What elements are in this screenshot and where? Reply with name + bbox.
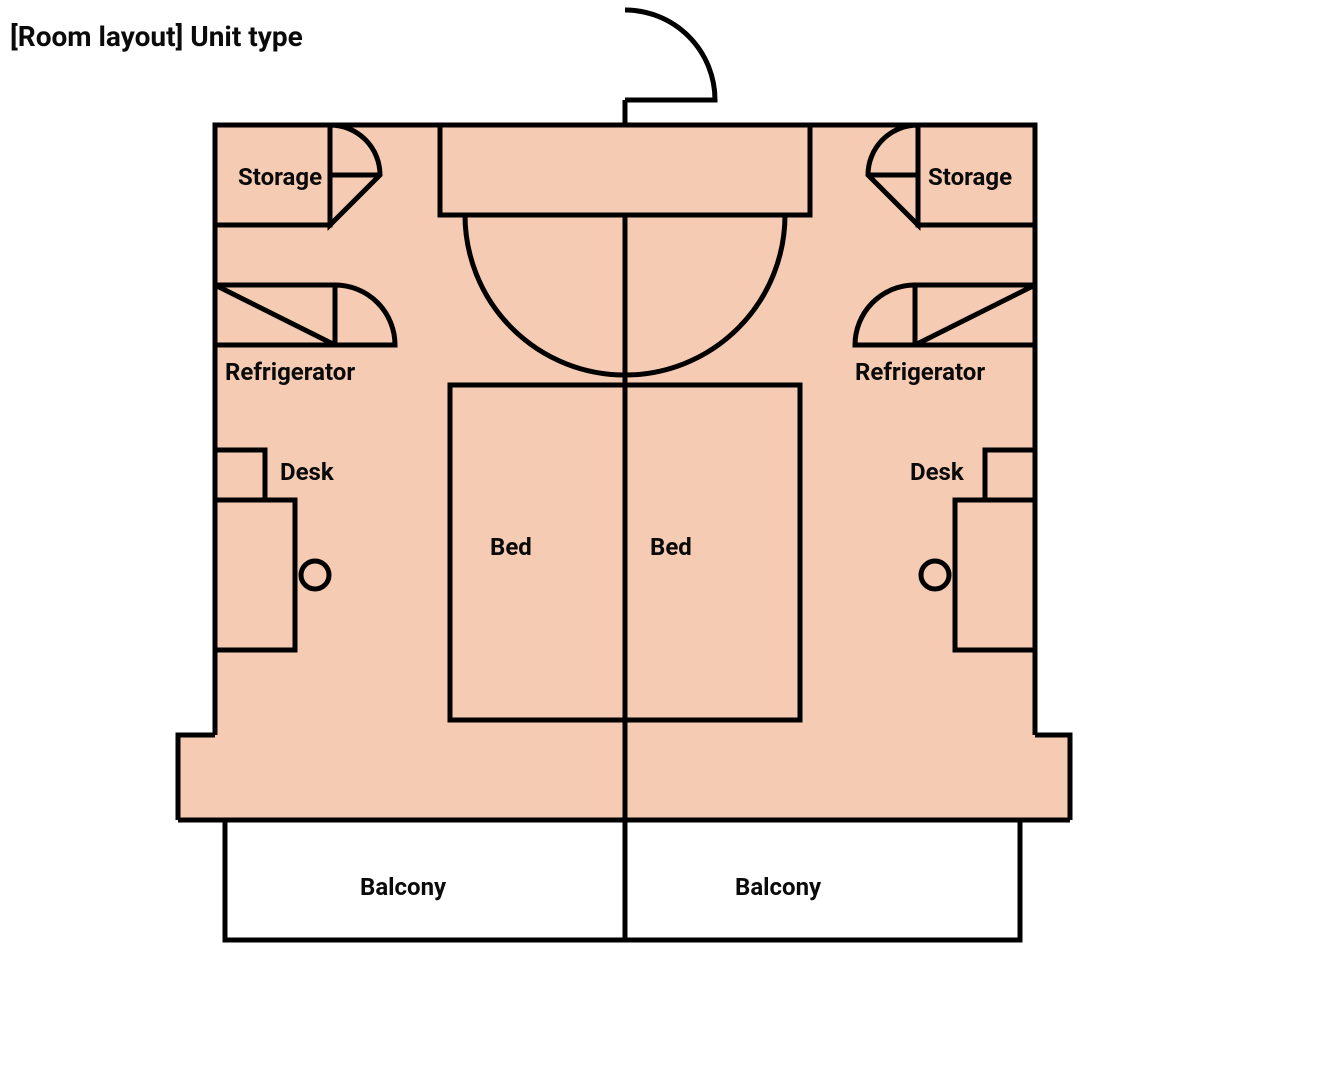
label-desk-left: Desk	[280, 458, 335, 486]
page-title: [Room layout] Unit type	[10, 20, 303, 53]
label-balcony-left: Balcony	[360, 873, 447, 901]
label-desk-right: Desk	[910, 458, 965, 486]
floorplan-svg: Storage Storage Refrigerator Refrigerator De…	[0, 0, 1324, 1062]
label-refrigerator-left: Refrigerator	[225, 358, 355, 386]
label-bed-left: Bed	[490, 533, 532, 561]
label-refrigerator-right: Refrigerator	[855, 358, 985, 386]
label-balcony-right: Balcony	[735, 873, 822, 901]
label-bed-right: Bed	[650, 533, 692, 561]
label-storage-right: Storage	[928, 163, 1012, 191]
floorplan-canvas: [Room layout] Unit type Storage Storage Re…	[0, 0, 1324, 1062]
floorplan-shape	[625, 10, 715, 100]
label-storage-left: Storage	[238, 163, 322, 191]
